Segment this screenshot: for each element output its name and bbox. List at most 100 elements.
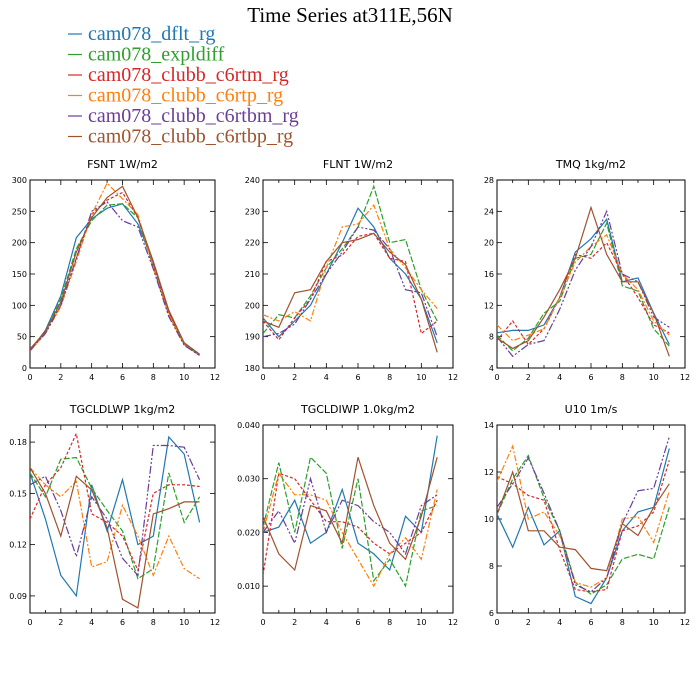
legend-label: cam078_clubb_c6rtbp_rg bbox=[88, 126, 293, 148]
y-tick-label: 230 bbox=[245, 207, 260, 216]
y-tick-label: 190 bbox=[245, 333, 260, 342]
y-tick-label: 20 bbox=[484, 239, 494, 248]
chart-panel: TGCLDIWP 1.0kg/m2 0 2 4 6 8 10 12 0.010 0.020 0.03… bbox=[237, 403, 458, 627]
x-tick-label: 8 bbox=[151, 373, 156, 382]
y-tick-label: 12 bbox=[484, 301, 494, 310]
plot-frame bbox=[29, 424, 216, 614]
x-tick-label: 2 bbox=[58, 373, 63, 382]
y-tick-label: 200 bbox=[245, 301, 260, 310]
x-tick-label: 0 bbox=[260, 618, 265, 627]
y-tick-label: 180 bbox=[245, 364, 260, 373]
series-line bbox=[263, 457, 438, 572]
y-tick-label: 0.020 bbox=[237, 528, 260, 537]
panel-title: TMQ 1kg/m2 bbox=[555, 158, 626, 171]
series-line bbox=[30, 467, 200, 580]
x-tick-label: 10 bbox=[649, 618, 659, 627]
x-tick-label: 2 bbox=[292, 373, 297, 382]
x-tick-label: 6 bbox=[588, 618, 593, 627]
x-tick-label: 4 bbox=[324, 618, 329, 627]
y-tick-label: 0.09 bbox=[9, 592, 27, 601]
series-line bbox=[497, 448, 670, 605]
series-line bbox=[30, 467, 200, 609]
y-tick-label: 0.040 bbox=[237, 421, 260, 430]
y-tick-label: 50 bbox=[17, 333, 27, 342]
x-tick-label: 2 bbox=[526, 618, 531, 627]
legend-label: cam078_clubb_c6rtbm_rg bbox=[88, 105, 299, 127]
chart-panels: FSNT 1W/m20 2 4 6 8 10 12050100150200250300FLN… bbox=[9, 158, 690, 627]
x-tick-label: 8 bbox=[620, 373, 625, 382]
series-line bbox=[30, 191, 200, 355]
series-line bbox=[30, 435, 201, 598]
x-tick-label: 10 bbox=[649, 373, 659, 382]
series-line bbox=[497, 460, 670, 593]
series-line bbox=[497, 470, 670, 572]
chart-panel: FSNT 1W/m2 0 2 4 6 8 10 12 0 50 100 150 200 250 300 bbox=[12, 158, 220, 382]
legend: cam078_dflt_rgcam078_expldiffcam078_club… bbox=[68, 23, 299, 148]
y-tick-label: 0 bbox=[22, 364, 27, 373]
y-tick-label: 0.010 bbox=[237, 582, 260, 591]
x-tick-label: 2 bbox=[292, 618, 297, 627]
x-tick-label: 0 bbox=[260, 373, 265, 382]
figure-title: Time Series at311E,56N bbox=[247, 3, 453, 27]
y-tick-label: 16 bbox=[484, 270, 494, 279]
x-tick-label: 6 bbox=[355, 373, 360, 382]
series-line bbox=[30, 456, 201, 580]
x-tick-label: 8 bbox=[151, 618, 156, 627]
x-tick-label: 10 bbox=[416, 373, 426, 382]
panel-title: U10 1m/s bbox=[565, 403, 618, 416]
x-tick-label: 2 bbox=[58, 618, 63, 627]
x-tick-label: 6 bbox=[120, 373, 125, 382]
chart-panel: TGCLDLWP 1kg/m2 0 2 4 6 8 10 12 0.09 0.12 0.15 0.18 bbox=[9, 403, 220, 627]
series-line bbox=[263, 232, 438, 341]
legend-label: cam078_dflt_rg bbox=[88, 23, 215, 45]
series-line bbox=[497, 205, 670, 357]
y-tick-label: 300 bbox=[12, 176, 27, 185]
y-tick-label: 150 bbox=[12, 270, 27, 279]
y-tick-label: 0.15 bbox=[9, 489, 27, 498]
series-line bbox=[497, 221, 670, 352]
series-line bbox=[30, 431, 200, 573]
y-tick-label: 0.030 bbox=[237, 475, 260, 484]
series-line bbox=[263, 226, 438, 338]
y-tick-label: 250 bbox=[12, 207, 27, 216]
x-tick-label: 6 bbox=[120, 618, 125, 627]
y-tick-label: 24 bbox=[484, 207, 494, 216]
x-tick-label: 8 bbox=[387, 373, 392, 382]
series-line bbox=[263, 232, 438, 353]
chart-panel: U10 1m/s 0 2 4 6 8 10 12 6 8 10 12 14 bbox=[484, 403, 690, 627]
x-tick-label: 2 bbox=[526, 373, 531, 382]
y-tick-label: 0.18 bbox=[9, 438, 27, 447]
series-line bbox=[497, 436, 670, 593]
x-tick-label: 4 bbox=[557, 373, 562, 382]
x-tick-label: 12 bbox=[680, 618, 690, 627]
x-tick-label: 10 bbox=[179, 618, 189, 627]
x-tick-label: 4 bbox=[89, 373, 94, 382]
series-line bbox=[263, 184, 438, 334]
y-tick-label: 220 bbox=[245, 239, 260, 248]
series-line bbox=[497, 444, 670, 588]
series-line bbox=[30, 185, 200, 355]
y-tick-label: 12 bbox=[484, 468, 494, 477]
series-line bbox=[30, 203, 200, 356]
x-tick-label: 12 bbox=[448, 373, 458, 382]
y-tick-label: 10 bbox=[484, 515, 494, 524]
x-tick-label: 12 bbox=[210, 373, 220, 382]
y-tick-label: 240 bbox=[245, 176, 260, 185]
x-tick-label: 4 bbox=[557, 618, 562, 627]
x-tick-label: 0 bbox=[494, 373, 499, 382]
series-line bbox=[30, 201, 200, 357]
series-line bbox=[263, 476, 438, 556]
panel-title: FSNT 1W/m2 bbox=[87, 158, 158, 171]
chart-panel: FLNT 1W/m2 0 2 4 6 8 10 12 180 190 200 210 220 230 240 bbox=[245, 158, 458, 382]
y-tick-label: 100 bbox=[12, 301, 27, 310]
series-line bbox=[263, 435, 438, 572]
x-tick-label: 6 bbox=[588, 373, 593, 382]
panel-title: FLNT 1W/m2 bbox=[323, 158, 393, 171]
x-tick-label: 12 bbox=[680, 373, 690, 382]
x-tick-label: 10 bbox=[179, 373, 189, 382]
y-tick-label: 6 bbox=[489, 609, 494, 618]
x-tick-label: 8 bbox=[387, 618, 392, 627]
legend-label: cam078_clubb_c6rtp_rg bbox=[88, 85, 283, 107]
